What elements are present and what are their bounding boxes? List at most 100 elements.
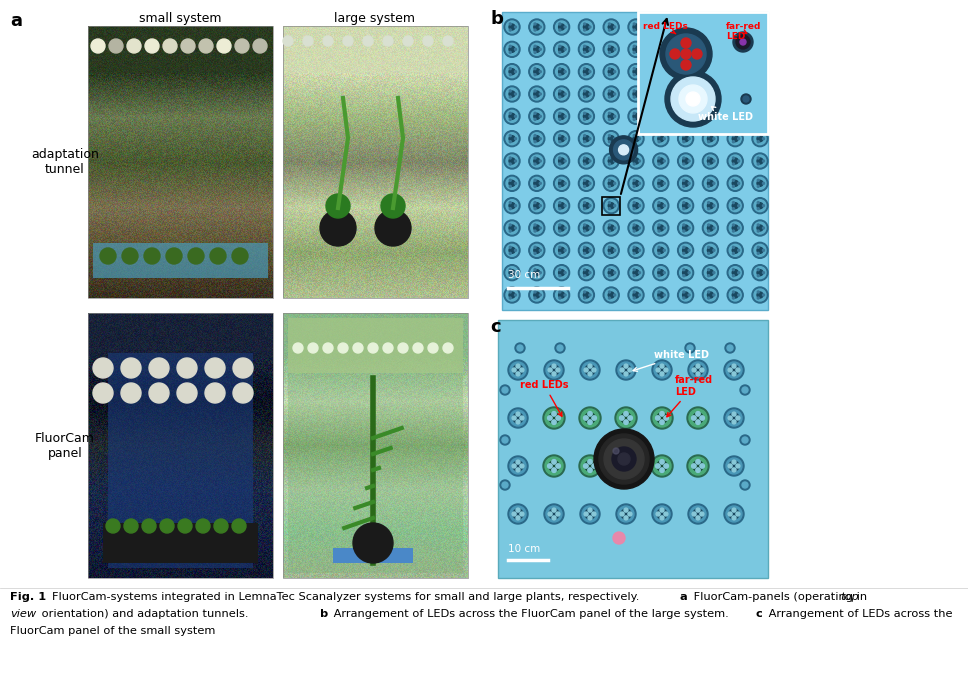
Circle shape — [588, 508, 592, 512]
Circle shape — [678, 220, 694, 236]
Circle shape — [757, 203, 763, 209]
Circle shape — [605, 289, 618, 301]
Circle shape — [608, 292, 615, 298]
Circle shape — [733, 208, 735, 209]
Circle shape — [603, 63, 620, 80]
Circle shape — [682, 119, 684, 120]
Circle shape — [233, 383, 253, 403]
Text: FluorCam
panel: FluorCam panel — [35, 432, 95, 460]
Circle shape — [630, 200, 642, 211]
Circle shape — [510, 506, 526, 522]
Circle shape — [633, 113, 635, 115]
Circle shape — [564, 182, 566, 184]
Circle shape — [708, 269, 713, 276]
Circle shape — [166, 248, 182, 264]
Circle shape — [708, 224, 710, 226]
Circle shape — [504, 42, 520, 57]
Circle shape — [559, 68, 560, 70]
Circle shape — [725, 343, 735, 353]
Circle shape — [660, 508, 664, 512]
Circle shape — [733, 202, 735, 204]
Circle shape — [533, 269, 540, 276]
Circle shape — [106, 519, 120, 533]
Circle shape — [529, 86, 545, 102]
Circle shape — [705, 110, 716, 122]
Circle shape — [700, 416, 704, 420]
Circle shape — [621, 461, 631, 471]
Circle shape — [530, 244, 543, 256]
Circle shape — [579, 407, 601, 429]
Circle shape — [633, 136, 639, 142]
Circle shape — [726, 506, 742, 522]
Circle shape — [591, 464, 596, 468]
Circle shape — [678, 242, 694, 258]
Circle shape — [732, 516, 736, 520]
Circle shape — [559, 136, 564, 142]
Circle shape — [509, 230, 511, 232]
Circle shape — [658, 252, 660, 254]
Circle shape — [515, 271, 517, 273]
Circle shape — [654, 200, 667, 211]
Circle shape — [682, 68, 684, 70]
Circle shape — [682, 252, 684, 254]
Circle shape — [736, 416, 740, 420]
Circle shape — [559, 140, 560, 143]
Circle shape — [708, 23, 710, 25]
Circle shape — [516, 372, 520, 376]
Circle shape — [530, 289, 543, 301]
Circle shape — [682, 158, 688, 164]
Circle shape — [604, 439, 644, 479]
Circle shape — [545, 409, 563, 427]
Circle shape — [664, 368, 668, 372]
Circle shape — [509, 248, 515, 253]
Circle shape — [665, 71, 721, 127]
Circle shape — [621, 509, 631, 519]
Circle shape — [620, 416, 623, 420]
Circle shape — [592, 464, 596, 468]
Circle shape — [682, 136, 688, 142]
Circle shape — [608, 136, 615, 142]
Circle shape — [579, 153, 594, 169]
Circle shape — [589, 271, 590, 273]
Circle shape — [534, 90, 536, 92]
Circle shape — [589, 250, 590, 252]
Circle shape — [515, 205, 517, 207]
Circle shape — [580, 456, 600, 476]
Circle shape — [584, 45, 586, 47]
Circle shape — [584, 140, 586, 143]
Circle shape — [509, 134, 511, 136]
Circle shape — [703, 86, 718, 102]
Circle shape — [678, 131, 694, 147]
Circle shape — [534, 45, 536, 47]
Circle shape — [757, 248, 763, 253]
Circle shape — [639, 93, 641, 95]
Circle shape — [554, 287, 569, 303]
Circle shape — [515, 71, 517, 73]
Bar — [498, 320, 768, 578]
Circle shape — [529, 42, 545, 57]
Circle shape — [539, 115, 541, 117]
Circle shape — [708, 119, 710, 120]
Circle shape — [581, 457, 599, 475]
Circle shape — [693, 413, 703, 423]
Circle shape — [652, 198, 669, 213]
Circle shape — [608, 269, 615, 276]
Circle shape — [548, 416, 552, 420]
Circle shape — [630, 133, 642, 145]
Circle shape — [559, 292, 564, 298]
Circle shape — [610, 136, 638, 164]
Circle shape — [609, 202, 611, 204]
Circle shape — [552, 372, 556, 376]
Circle shape — [708, 90, 710, 92]
Circle shape — [591, 512, 596, 516]
Circle shape — [544, 408, 564, 428]
Circle shape — [726, 410, 742, 426]
Circle shape — [584, 24, 590, 30]
Circle shape — [609, 186, 611, 188]
Circle shape — [539, 138, 541, 140]
Circle shape — [763, 182, 765, 184]
Circle shape — [732, 364, 736, 368]
Text: white LED: white LED — [633, 350, 709, 371]
Circle shape — [603, 131, 620, 147]
Circle shape — [513, 365, 523, 375]
